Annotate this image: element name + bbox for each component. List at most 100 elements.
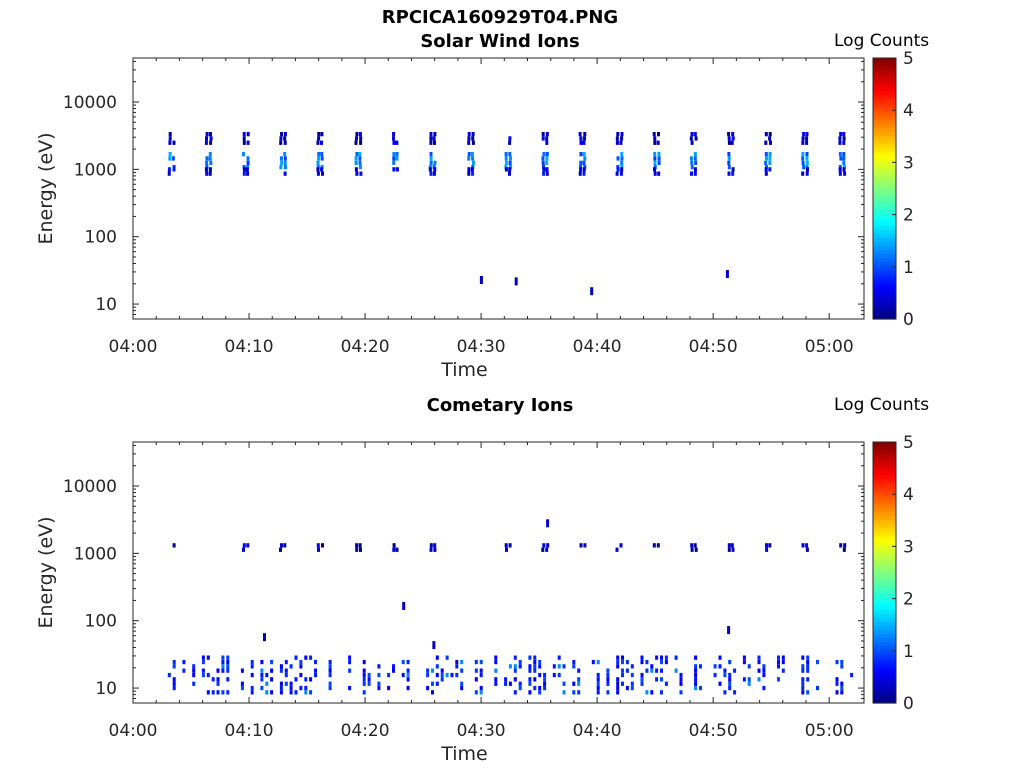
data-cell bbox=[762, 685, 766, 691]
data-cell bbox=[283, 165, 287, 170]
colorbar-segment bbox=[873, 556, 896, 561]
data-cell bbox=[713, 664, 717, 669]
data-cell bbox=[508, 136, 512, 141]
colorbar-segment bbox=[873, 188, 896, 194]
colorbar-tick-label: 0 bbox=[903, 310, 914, 330]
data-cell bbox=[730, 140, 734, 145]
data-cell bbox=[192, 672, 196, 678]
data-cell bbox=[653, 167, 656, 172]
data-cell bbox=[395, 167, 399, 172]
data-cell bbox=[757, 677, 761, 682]
data-cell bbox=[467, 152, 471, 157]
data-cell bbox=[494, 668, 498, 673]
colorbar-tick-label: 5 bbox=[903, 49, 914, 69]
colorbar-segment bbox=[873, 290, 896, 296]
data-cell bbox=[606, 668, 610, 673]
colorbar-segment bbox=[873, 458, 896, 463]
data-cell bbox=[606, 677, 610, 682]
data-cell bbox=[167, 167, 171, 172]
plot-frame bbox=[132, 57, 865, 320]
data-cell bbox=[367, 672, 371, 678]
data-cell bbox=[513, 655, 517, 660]
data-cell bbox=[433, 132, 437, 137]
data-cell bbox=[562, 681, 566, 686]
data-cell bbox=[426, 672, 430, 678]
data-cell bbox=[294, 655, 298, 660]
y-tick-label: 10000 bbox=[63, 477, 117, 497]
data-cell bbox=[221, 664, 225, 669]
colorbar-segment bbox=[873, 641, 896, 647]
colorbar-segment bbox=[873, 94, 896, 100]
data-cell bbox=[742, 677, 746, 682]
data-cell bbox=[508, 167, 512, 172]
y-axis-label: Energy (eV) bbox=[35, 516, 57, 628]
colorbar-segment bbox=[873, 282, 896, 287]
colorbar-tick-label: 1 bbox=[903, 258, 914, 278]
data-cell bbox=[226, 690, 230, 695]
data-cell bbox=[545, 167, 549, 172]
data-cell bbox=[656, 543, 660, 548]
colorbar-segment bbox=[873, 192, 896, 198]
data-cell bbox=[616, 690, 620, 695]
data-cell bbox=[801, 685, 805, 691]
data-cell bbox=[801, 171, 805, 176]
data-cell bbox=[314, 668, 317, 673]
x-tick-label: 04:30 bbox=[457, 337, 506, 357]
data-cell bbox=[172, 681, 176, 686]
y-axis: 10 100 1000 10000 Energy (eV) bbox=[35, 444, 864, 704]
data-cell bbox=[309, 655, 313, 660]
data-cell bbox=[577, 690, 581, 695]
data-cell bbox=[509, 156, 512, 161]
colorbar-segment bbox=[873, 592, 896, 598]
data-cell bbox=[655, 677, 659, 682]
data-cell bbox=[284, 681, 288, 686]
data-cell bbox=[279, 136, 283, 141]
x-tick-label: 04:40 bbox=[573, 337, 622, 357]
data-cell bbox=[471, 171, 475, 176]
colorbar-tick-label: 2 bbox=[903, 206, 914, 226]
data-cell bbox=[474, 668, 478, 673]
data-cell bbox=[172, 677, 176, 682]
data-cell bbox=[630, 685, 634, 691]
data-cell bbox=[579, 140, 583, 145]
data-cell bbox=[216, 690, 220, 695]
data-cell bbox=[765, 543, 768, 548]
data-cell bbox=[579, 160, 583, 165]
data-cell bbox=[689, 156, 693, 161]
colorbar-segment bbox=[873, 180, 896, 186]
data-cell bbox=[240, 685, 244, 691]
data-cell bbox=[208, 167, 212, 172]
y-tick-label: 10 bbox=[95, 295, 117, 315]
data-cell bbox=[620, 167, 624, 172]
data-cell bbox=[279, 165, 283, 170]
data-cell bbox=[205, 132, 209, 137]
data-cell bbox=[358, 543, 362, 548]
data-cell bbox=[172, 543, 176, 548]
data-cell bbox=[470, 152, 474, 157]
data-cell bbox=[545, 547, 549, 552]
colorbar-segment bbox=[873, 580, 896, 586]
data-cell bbox=[270, 690, 274, 695]
colorbar-segment bbox=[873, 90, 896, 96]
data-cell bbox=[652, 543, 656, 548]
data-cell bbox=[843, 171, 847, 176]
data-cell bbox=[508, 160, 512, 165]
data-cell bbox=[280, 543, 283, 548]
data-cell bbox=[679, 681, 683, 686]
data-cell bbox=[650, 664, 654, 669]
data-cell bbox=[429, 152, 433, 157]
data-cell bbox=[640, 677, 644, 682]
data-cell bbox=[479, 659, 483, 665]
data-cell bbox=[528, 677, 532, 682]
data-cell bbox=[694, 547, 698, 552]
data-cell bbox=[615, 140, 619, 145]
data-cell bbox=[294, 677, 298, 682]
data-cell bbox=[733, 668, 737, 673]
data-cell bbox=[538, 664, 542, 669]
panel-title-solar-wind: Solar Wind Ions bbox=[420, 31, 580, 52]
data-cell bbox=[723, 668, 727, 673]
colorbar-segment bbox=[873, 123, 896, 128]
data-cell bbox=[242, 132, 246, 137]
colorbar-segment bbox=[873, 270, 896, 275]
colorbar-segment bbox=[873, 257, 896, 263]
